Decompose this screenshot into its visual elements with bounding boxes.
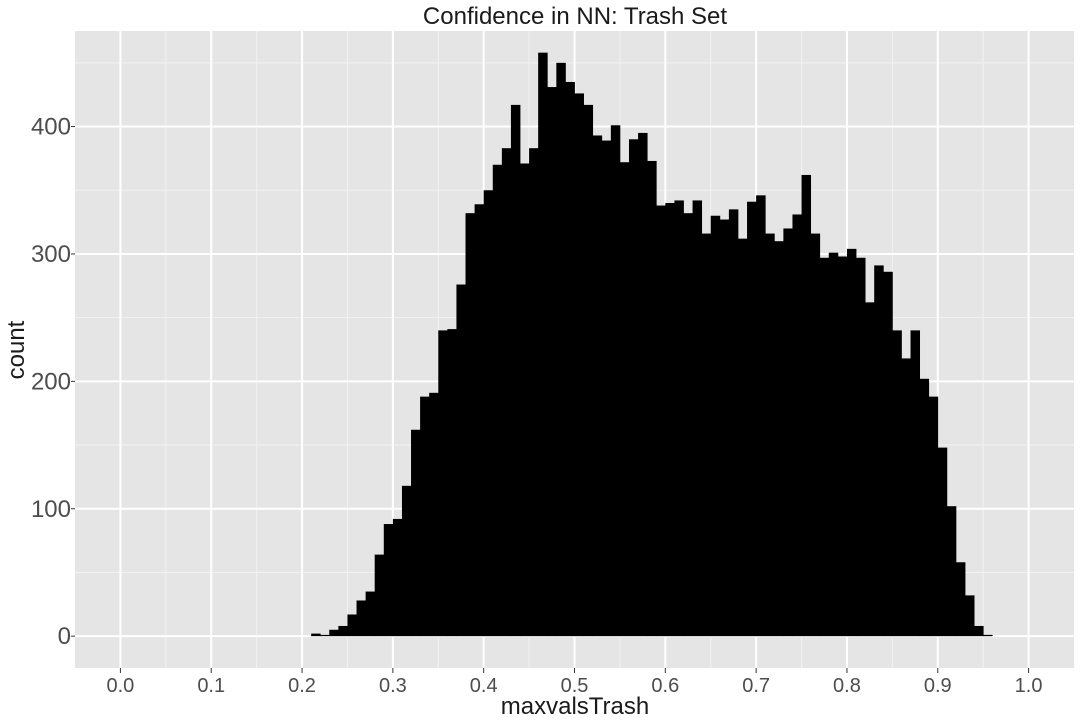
histogram-bar xyxy=(819,257,830,637)
histogram-bar xyxy=(783,228,793,637)
histogram-bar xyxy=(374,554,385,637)
histogram-bar xyxy=(492,164,503,637)
histogram-bar xyxy=(392,518,403,637)
x-tick-label: 0.8 xyxy=(833,675,861,697)
y-tick-label: 300 xyxy=(31,241,71,268)
histogram-bar xyxy=(846,248,857,637)
histogram-bar xyxy=(701,233,712,637)
x-tick-label: 0.6 xyxy=(651,675,679,697)
histogram-bar xyxy=(610,125,621,637)
histogram-bar xyxy=(737,238,748,637)
histogram-bar xyxy=(810,233,821,637)
histogram-bar xyxy=(928,396,939,637)
histogram-bar xyxy=(329,629,339,637)
x-tick-label: 0.3 xyxy=(379,675,407,697)
histogram-bar xyxy=(974,625,984,637)
histogram-bar xyxy=(710,215,721,637)
histogram-bar xyxy=(547,87,557,637)
histogram-bar xyxy=(438,330,448,637)
x-tick-label: 0.5 xyxy=(561,675,589,697)
histogram-bar xyxy=(601,140,612,637)
histogram-bar xyxy=(383,524,394,637)
y-axis: 0 100 200 300 400 xyxy=(31,114,75,650)
histogram-bar xyxy=(538,52,548,637)
x-tick-label: 0.7 xyxy=(742,675,770,697)
histogram-bar xyxy=(411,429,421,637)
histogram-bar xyxy=(856,257,866,637)
x-tick-label: 0.9 xyxy=(924,675,952,697)
histogram-bar xyxy=(983,634,993,637)
histogram-bar xyxy=(747,201,757,637)
histogram-bar xyxy=(946,506,957,637)
histogram-bar xyxy=(683,213,693,637)
histogram-bar xyxy=(647,160,657,637)
histogram-bar xyxy=(692,200,703,637)
y-tick-label: 400 xyxy=(31,114,71,141)
histogram-bar xyxy=(901,358,911,637)
histogram-bar xyxy=(356,600,367,637)
histogram-bar xyxy=(338,625,348,637)
histogram-bar xyxy=(456,284,466,637)
histogram-bar xyxy=(574,93,584,637)
histogram-bar xyxy=(910,330,921,637)
histogram-bars xyxy=(311,52,993,637)
histogram-bar xyxy=(556,62,566,637)
histogram-bar xyxy=(565,81,575,637)
histogram-bar xyxy=(474,204,485,637)
y-tick-label: 0 xyxy=(58,623,71,650)
histogram-bar xyxy=(955,562,966,637)
histogram-bar xyxy=(801,174,812,637)
histogram-bar xyxy=(919,378,930,637)
histogram-bar xyxy=(420,396,430,637)
histogram-bar xyxy=(874,265,884,637)
histogram-bar xyxy=(792,214,802,637)
x-tick-label: 0.2 xyxy=(288,675,316,697)
histogram-bar xyxy=(447,329,457,637)
histogram-bar xyxy=(583,104,594,637)
histogram-bar xyxy=(674,200,684,637)
y-tick-label: 200 xyxy=(31,368,71,395)
chart-title: Confidence in NN: Trash Set xyxy=(423,3,727,30)
histogram-bar xyxy=(520,163,530,637)
histogram-bar xyxy=(592,135,603,637)
x-tick-label: 0.0 xyxy=(107,675,135,697)
histogram-bar xyxy=(937,447,948,637)
histogram-bar xyxy=(965,595,975,637)
histogram-bar xyxy=(665,202,675,637)
histogram-bar xyxy=(765,233,775,637)
histogram-bar xyxy=(774,241,784,637)
y-tick-label: 100 xyxy=(31,496,71,523)
histogram-bar xyxy=(401,485,412,637)
x-tick-label: 1.0 xyxy=(1015,675,1043,697)
histogram-bar xyxy=(865,302,875,637)
histogram-bar xyxy=(719,219,730,637)
histogram-bar xyxy=(619,162,630,637)
histogram-bar xyxy=(529,148,539,637)
histogram-bar xyxy=(311,633,321,637)
histogram-bar xyxy=(756,195,766,637)
histogram-bar xyxy=(892,330,902,637)
histogram-bar xyxy=(638,132,648,637)
x-axis: 0.0 0.1 0.2 0.3 0.4 0.5 0.6 0.7 0.8 0.9 1.0 xyxy=(107,668,1043,697)
histogram-bar xyxy=(501,148,512,637)
histogram-bar xyxy=(365,591,376,637)
x-tick-label: 0.4 xyxy=(470,675,498,697)
histogram-bar xyxy=(628,139,639,637)
histogram-bar xyxy=(347,614,357,637)
histogram-bar xyxy=(728,209,739,637)
histogram-bar xyxy=(828,252,839,637)
histogram-bar xyxy=(656,205,666,637)
histogram-bar xyxy=(883,271,893,637)
histogram-bar xyxy=(510,104,521,637)
histogram-bar xyxy=(465,213,475,637)
y-axis-title: count xyxy=(3,320,30,379)
histogram-bar xyxy=(837,256,848,637)
histogram-bar xyxy=(320,634,330,637)
histogram-bar xyxy=(483,190,494,637)
x-tick-label: 0.1 xyxy=(197,675,225,697)
x-axis-title: maxvalsTrash xyxy=(501,693,649,720)
histogram-bar xyxy=(429,392,439,637)
